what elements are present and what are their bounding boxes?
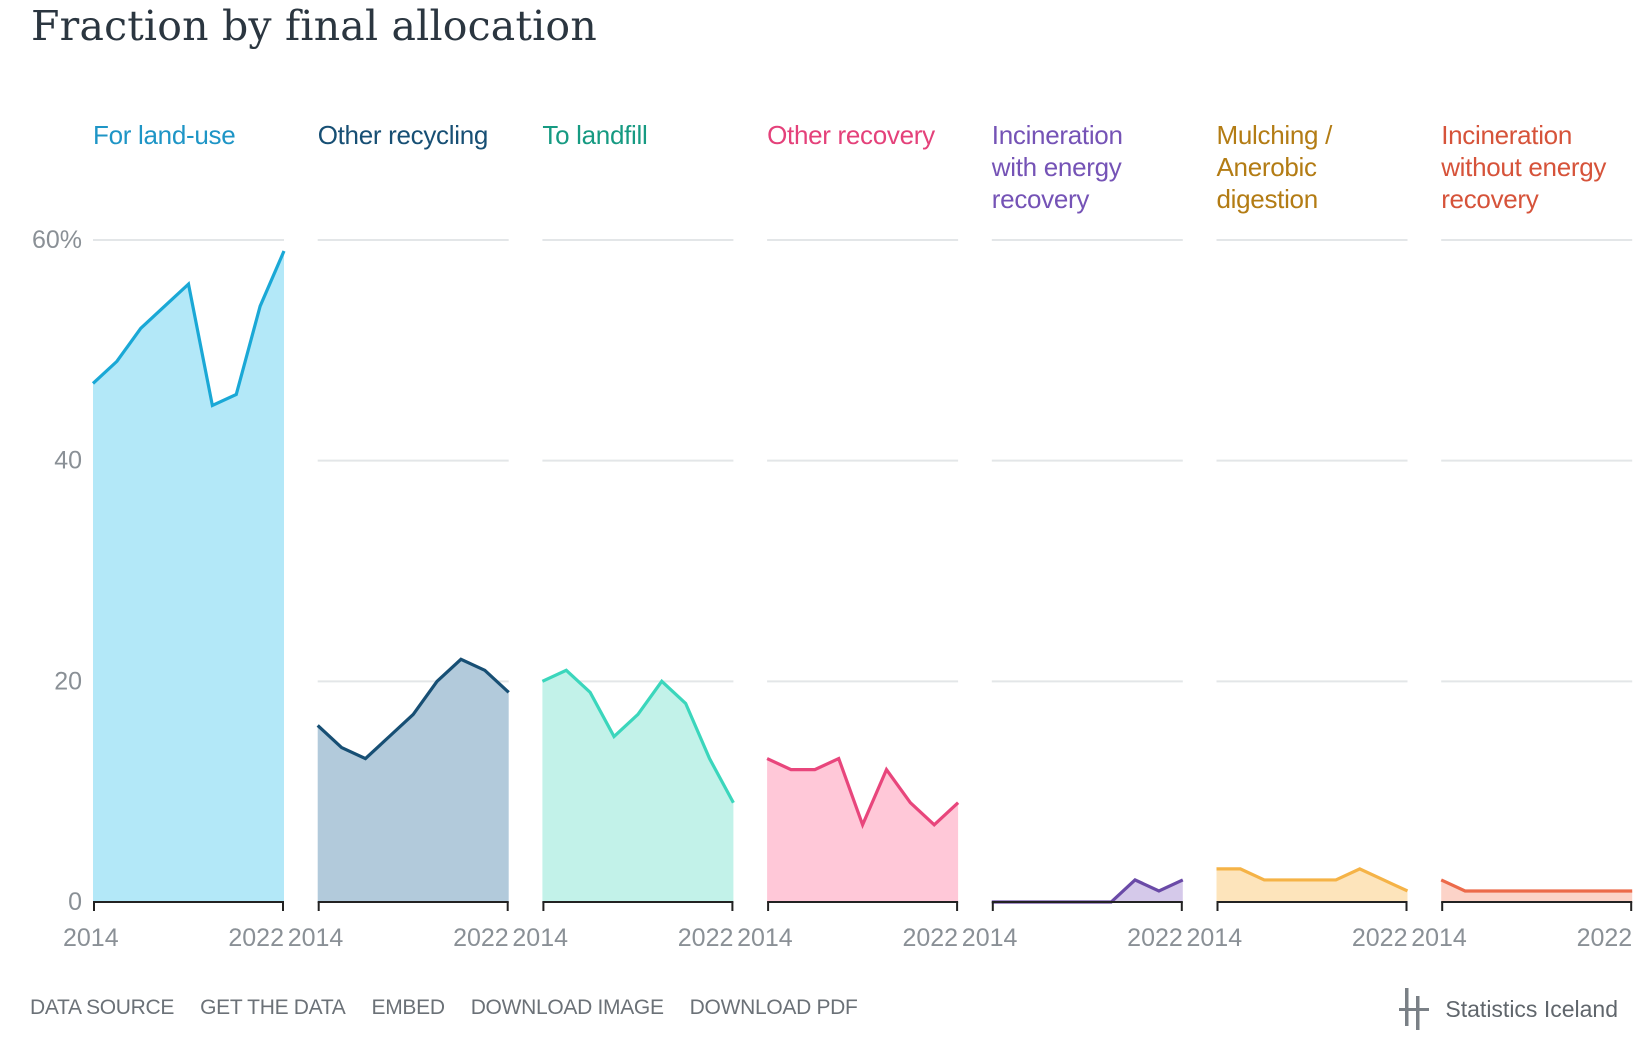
- panel-title-line: For land-use: [93, 120, 235, 150]
- panel-title-line: with energy: [991, 152, 1122, 182]
- x-tick-label: 2014: [63, 924, 119, 952]
- panel-other-recycling: Other recycling 2014 2022: [288, 120, 510, 952]
- panel-title-line: Mulching /: [1217, 120, 1334, 150]
- data-source-link[interactable]: DATA SOURCE: [30, 996, 175, 1019]
- x-tick-label: 2014: [288, 924, 344, 952]
- series-line: [1216, 867, 1409, 893]
- panel-other-recovery: Other recovery 2014 2022: [737, 120, 960, 952]
- series-line: [1440, 878, 1633, 893]
- x-tick-label: 2022: [1127, 924, 1183, 952]
- series-area: [1216, 868, 1408, 902]
- y-tick-label: 0: [68, 888, 82, 916]
- panel-title-line: digestion: [1217, 184, 1318, 214]
- series-line: [316, 657, 510, 761]
- series-area: [991, 879, 1183, 902]
- footer-links: DATA SOURCE GET THE DATA EMBED DOWNLOAD …: [30, 996, 858, 1020]
- series-line: [766, 756, 960, 830]
- x-tick-label: 2022: [678, 924, 734, 952]
- panel-title-line: recovery: [992, 184, 1090, 214]
- y-tick-label: 60%: [32, 226, 82, 254]
- download-image-link[interactable]: DOWNLOAD IMAGE: [470, 996, 664, 1019]
- panel-title-line: Incineration: [992, 120, 1123, 150]
- panel-for-land-use: For land-use 2014 2022: [63, 120, 286, 952]
- y-tick-label: 20: [54, 667, 82, 695]
- series-area: [317, 659, 509, 902]
- get-the-data-link[interactable]: GET THE DATA: [200, 996, 346, 1019]
- panel-title-line: recovery: [1441, 184, 1539, 214]
- download-pdf-link[interactable]: DOWNLOAD PDF: [689, 996, 858, 1019]
- x-tick-label: 2014: [1187, 924, 1243, 952]
- panel-title-line: Other recovery: [767, 120, 935, 150]
- panel-title-line: Other recycling: [318, 120, 488, 150]
- brand: Statistics Iceland: [1397, 986, 1618, 1032]
- x-tick-label: 2014: [737, 924, 793, 952]
- x-tick-label: 2022: [228, 924, 284, 952]
- series-area: [542, 670, 734, 902]
- y-tick-label: 40: [54, 447, 82, 475]
- panel-title-line: Anerobic: [1217, 152, 1318, 182]
- x-tick-label: 2014: [1411, 924, 1467, 952]
- x-tick-label: 2022: [1352, 924, 1408, 952]
- chart-title: Fraction by final allocation: [31, 2, 597, 50]
- x-tick-label: 2022: [1577, 924, 1633, 952]
- series-line: [91, 250, 286, 408]
- series-area: [767, 758, 959, 902]
- embed-link[interactable]: EMBED: [371, 996, 445, 1019]
- panel-title-line: without energy: [1440, 152, 1606, 182]
- series-line: [541, 668, 735, 804]
- statistics-iceland-logo-icon: [1399, 988, 1430, 1030]
- x-tick-label: 2014: [962, 924, 1018, 952]
- panel-title-line: To landfill: [542, 120, 647, 150]
- x-tick-label: 2014: [512, 924, 568, 952]
- series-area: [93, 251, 284, 903]
- panel-to-landfill: To landfill 2014 2022: [512, 120, 735, 952]
- x-tick-label: 2022: [453, 924, 509, 952]
- panel-title-line: Incineration: [1441, 120, 1572, 150]
- x-tick-label: 2022: [902, 924, 958, 952]
- brand-name: Statistics Iceland: [1445, 995, 1618, 1022]
